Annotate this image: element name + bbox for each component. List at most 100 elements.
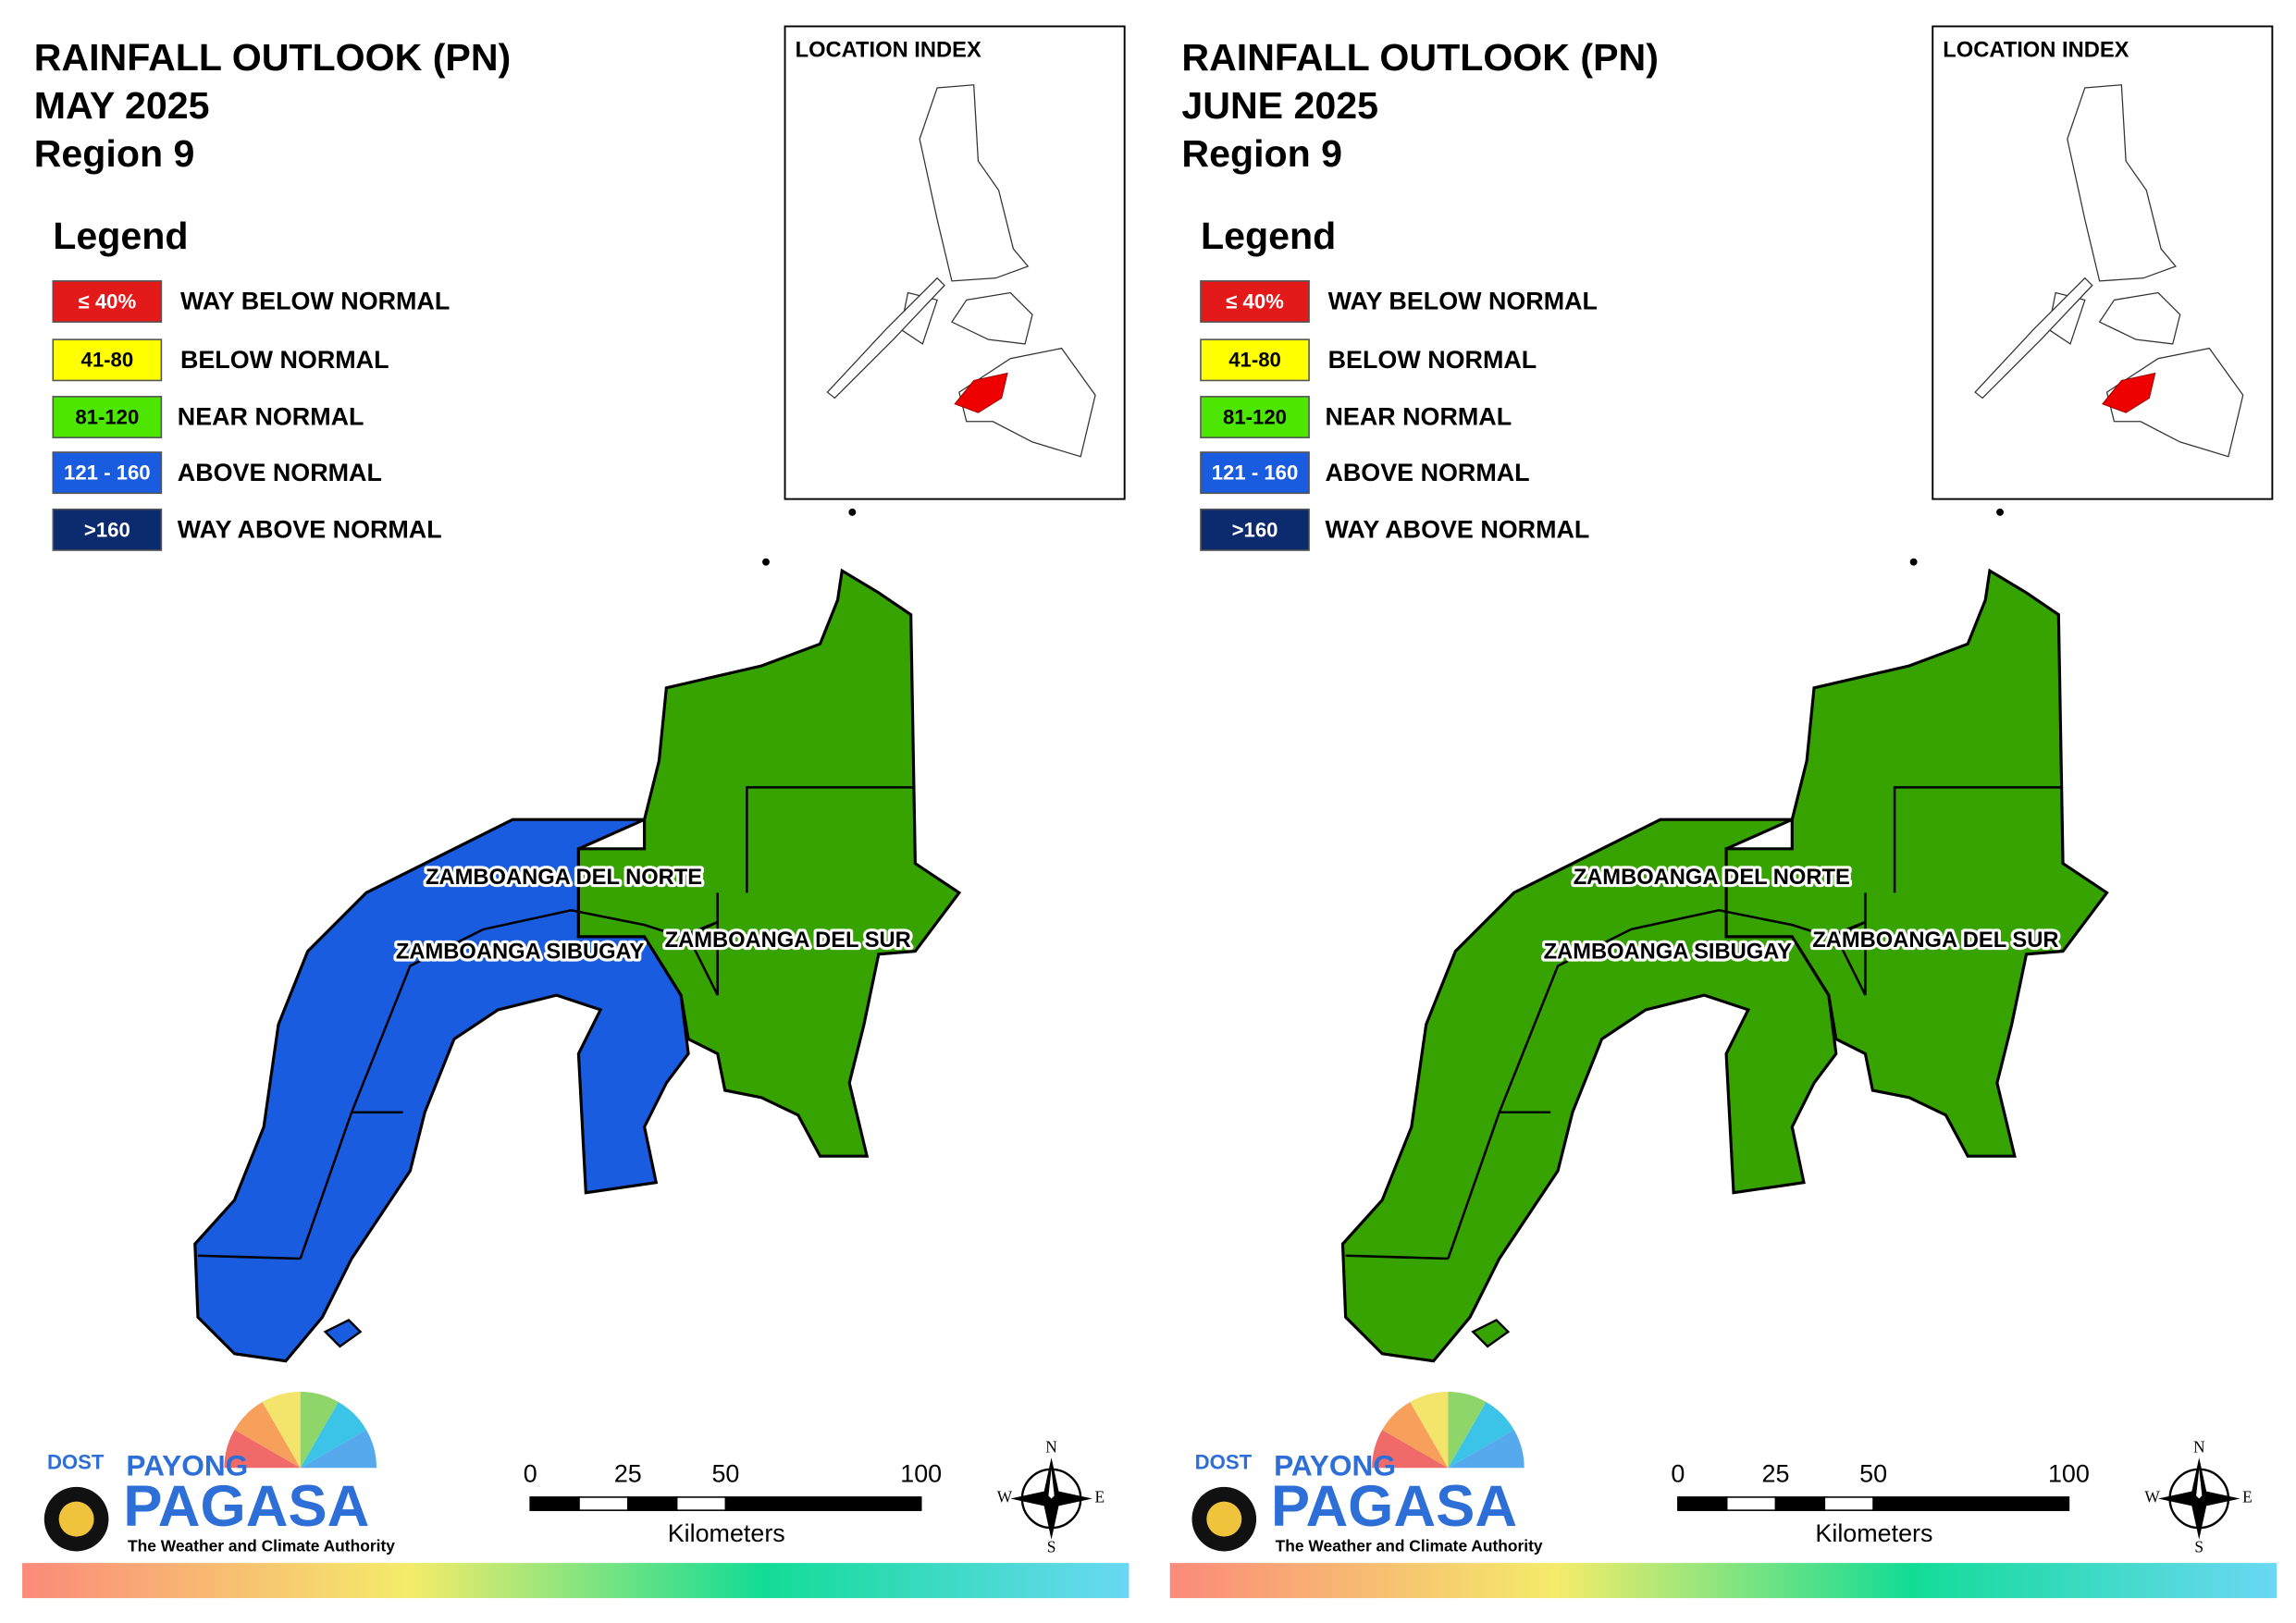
scale-segment [724, 1496, 922, 1511]
boundary [746, 786, 916, 893]
compass-letter: E [1094, 1487, 1105, 1506]
island-dot [1996, 508, 2004, 516]
logo-umbrella [300, 1391, 339, 1469]
compass-letter: W [2144, 1487, 2160, 1506]
panel: RAINFALL OUTLOOK (PN) JUNE 2025 Region 9 Le… [1169, 25, 2277, 1599]
legend-swatch [52, 396, 163, 438]
scale-segment [1677, 1496, 1728, 1511]
country-outline [826, 277, 945, 400]
legend-swatch-label: ≤ 40% [79, 289, 137, 313]
boundary [299, 1111, 403, 1260]
legend-swatch-label: >160 [1232, 518, 1278, 541]
scale-segment [529, 1496, 580, 1511]
island-dot [762, 558, 770, 566]
scale-segment [675, 1496, 727, 1511]
location-index-title: LOCATION INDEX [1943, 39, 2129, 63]
map-east-area [576, 568, 962, 1158]
legend-title: Legend [53, 215, 188, 257]
country-outline [2067, 84, 2177, 282]
legend-swatch [52, 508, 163, 551]
province-label: ZAMBOANGA DEL SUR [1812, 928, 2058, 953]
logo-name-large: PAGASA [123, 1474, 369, 1539]
legend-label: WAY BELOW NORMAL [180, 288, 450, 315]
scale-tick-label: 100 [2048, 1459, 2090, 1487]
country-outline [2098, 291, 2181, 345]
title-line: RAINFALL OUTLOOK (PN) [34, 36, 512, 79]
boundary [197, 1254, 301, 1260]
country-outline [2105, 347, 2244, 458]
logo-umbrella [1448, 1391, 1487, 1469]
scale-tick-label: 25 [614, 1459, 642, 1487]
compass-star-inner [1048, 1469, 1055, 1499]
color-band [22, 1563, 1129, 1599]
country-outline [1974, 277, 2093, 400]
map-west-area [193, 818, 690, 1363]
legend-title: Legend [1201, 215, 1336, 257]
legend-swatch-label: 81-120 [75, 405, 139, 428]
logo-umbrella [1410, 1391, 1449, 1469]
legend-swatch-label: 121 - 160 [1212, 461, 1299, 485]
scale-segment [1823, 1496, 1874, 1511]
legend-label: NEAR NORMAL [178, 403, 364, 431]
region-highlight [2102, 372, 2156, 413]
location-index-title: LOCATION INDEX [796, 39, 981, 63]
scale-tick-label: 50 [1859, 1459, 1887, 1487]
compass-star-inner [2196, 1469, 2203, 1499]
logo-agency: DOST [47, 1450, 105, 1473]
logo-umbrella [1448, 1430, 1524, 1469]
logo-name-large: PAGASA [1271, 1474, 1517, 1539]
logo-umbrella [300, 1430, 377, 1469]
logo-umbrella [1372, 1430, 1449, 1469]
country-outline [919, 84, 1030, 282]
country-outline [951, 291, 1033, 345]
scale-tick-label: 50 [711, 1459, 739, 1487]
logo-seal-inner [1206, 1501, 1242, 1537]
logo-name: PAYONG [1274, 1449, 1396, 1482]
island-dot [1909, 558, 1918, 566]
title-line: RAINFALL OUTLOOK (PN) [1181, 36, 1659, 79]
boundary [1893, 786, 2064, 893]
logo-name: PAYONG [126, 1449, 248, 1482]
scale-unit: Kilometers [1815, 1519, 1932, 1547]
color-band [1169, 1563, 2277, 1599]
legend-swatch [1200, 338, 1310, 382]
island [1471, 1318, 1511, 1348]
logo-tagline: The Weather and Climate Authority [1276, 1536, 1543, 1555]
boundary [1447, 1111, 1551, 1260]
boundary [350, 909, 719, 1113]
scale-segment [1725, 1496, 1777, 1511]
boundary [1345, 1254, 1449, 1260]
island [323, 1318, 363, 1348]
legend-label: ABOVE NORMAL [1325, 459, 1529, 486]
province-label: ZAMBOANGA DEL NORTE [426, 866, 702, 890]
title-line: Region 9 [34, 132, 195, 175]
scale-tick-label: 0 [1671, 1459, 1685, 1487]
legend-swatch-label: >160 [84, 518, 130, 541]
legend-label: WAY ABOVE NORMAL [178, 516, 442, 544]
legend-swatch [52, 451, 163, 495]
legend-swatch [52, 338, 163, 382]
legend-swatch [1200, 451, 1310, 495]
compass-letter: E [2242, 1487, 2253, 1506]
compass-letter: N [1045, 1438, 1057, 1457]
logo-tagline: The Weather and Climate Authority [128, 1536, 395, 1555]
title-line: MAY 2025 [34, 84, 210, 127]
legend-swatch-label: ≤ 40% [1226, 289, 1284, 313]
scale-segment [1774, 1496, 1826, 1511]
legend-swatch-label: 41-80 [1228, 349, 1281, 372]
province-label: ZAMBOANGA SIBUGAY [396, 940, 645, 964]
compass-letter: S [2194, 1537, 2203, 1555]
title-line: JUNE 2025 [1181, 84, 1378, 127]
legend-swatch-label: 121 - 160 [64, 461, 151, 485]
compass-letter: W [997, 1487, 1013, 1506]
scale-segment [627, 1496, 678, 1511]
scale-tick-label: 25 [1762, 1459, 1790, 1487]
province-label: ZAMBOANGA DEL SUR [665, 928, 911, 953]
scale-unit: Kilometers [668, 1519, 785, 1547]
logo-umbrella [1448, 1401, 1514, 1469]
legend-swatch [1200, 508, 1310, 551]
logo-umbrella [1382, 1401, 1449, 1469]
legend-label: BELOW NORMAL [1328, 346, 1537, 374]
region-highlight [954, 372, 1008, 413]
